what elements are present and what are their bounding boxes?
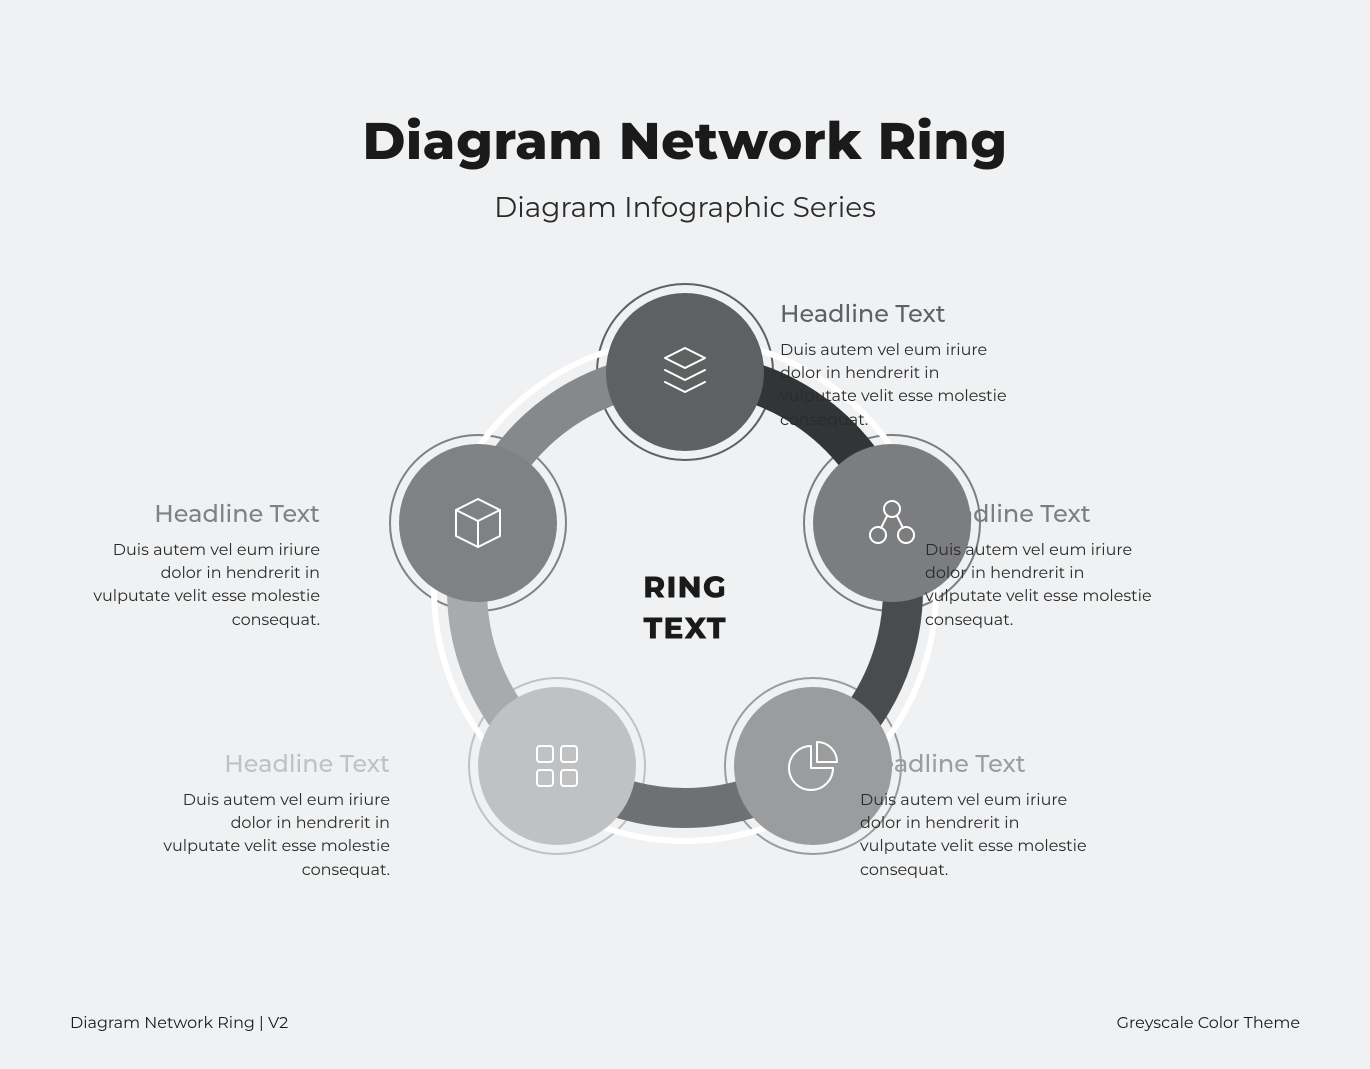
page-subtitle: Diagram Infographic Series <box>0 191 1370 225</box>
label-headline: Headline Text <box>130 750 390 779</box>
label-upper-left: Headline Text Duis autem vel eum iriure d… <box>60 500 320 632</box>
label-top: Headline Text Duis autem vel eum iriure d… <box>780 300 1040 432</box>
ring-center-text: RING TEXT <box>643 568 727 649</box>
footer-right: Greyscale Color Theme <box>1117 1014 1300 1033</box>
label-headline: Headline Text <box>925 500 1185 529</box>
label-body: Duis autem vel eum iriure dolor in hendr… <box>780 339 1020 432</box>
page-title: Diagram Network Ring <box>0 110 1370 173</box>
label-headline: Headline Text <box>60 500 320 529</box>
share-icon <box>860 491 924 555</box>
label-headline: Headline Text <box>860 750 1120 779</box>
grid-icon <box>525 734 589 798</box>
pie-icon <box>781 734 845 798</box>
ring-center-line2: TEXT <box>643 608 727 649</box>
ring-node-lower-left <box>478 687 636 845</box>
label-body: Duis autem vel eum iriure dolor in hendr… <box>150 789 390 882</box>
label-lower-left: Headline Text Duis autem vel eum iriure d… <box>130 750 390 882</box>
header: Diagram Network Ring Diagram Infographic… <box>0 0 1370 225</box>
label-body: Duis autem vel eum iriure dolor in hendr… <box>925 539 1165 632</box>
ring-center-line1: RING <box>643 568 727 609</box>
label-lower-right: Headline Text Duis autem vel eum iriure d… <box>860 750 1120 882</box>
ring-node-upper-left <box>399 444 557 602</box>
label-upper-right: Headline Text Duis autem vel eum iriure d… <box>925 500 1185 632</box>
footer: Diagram Network Ring | V2 Greyscale Colo… <box>0 1014 1370 1033</box>
label-body: Duis autem vel eum iriure dolor in hendr… <box>860 789 1100 882</box>
footer-left: Diagram Network Ring | V2 <box>70 1014 288 1033</box>
ring-node-top <box>606 293 764 451</box>
cube-icon <box>446 491 510 555</box>
label-body: Duis autem vel eum iriure dolor in hendr… <box>80 539 320 632</box>
label-headline: Headline Text <box>780 300 1040 329</box>
layers-icon <box>653 340 717 404</box>
